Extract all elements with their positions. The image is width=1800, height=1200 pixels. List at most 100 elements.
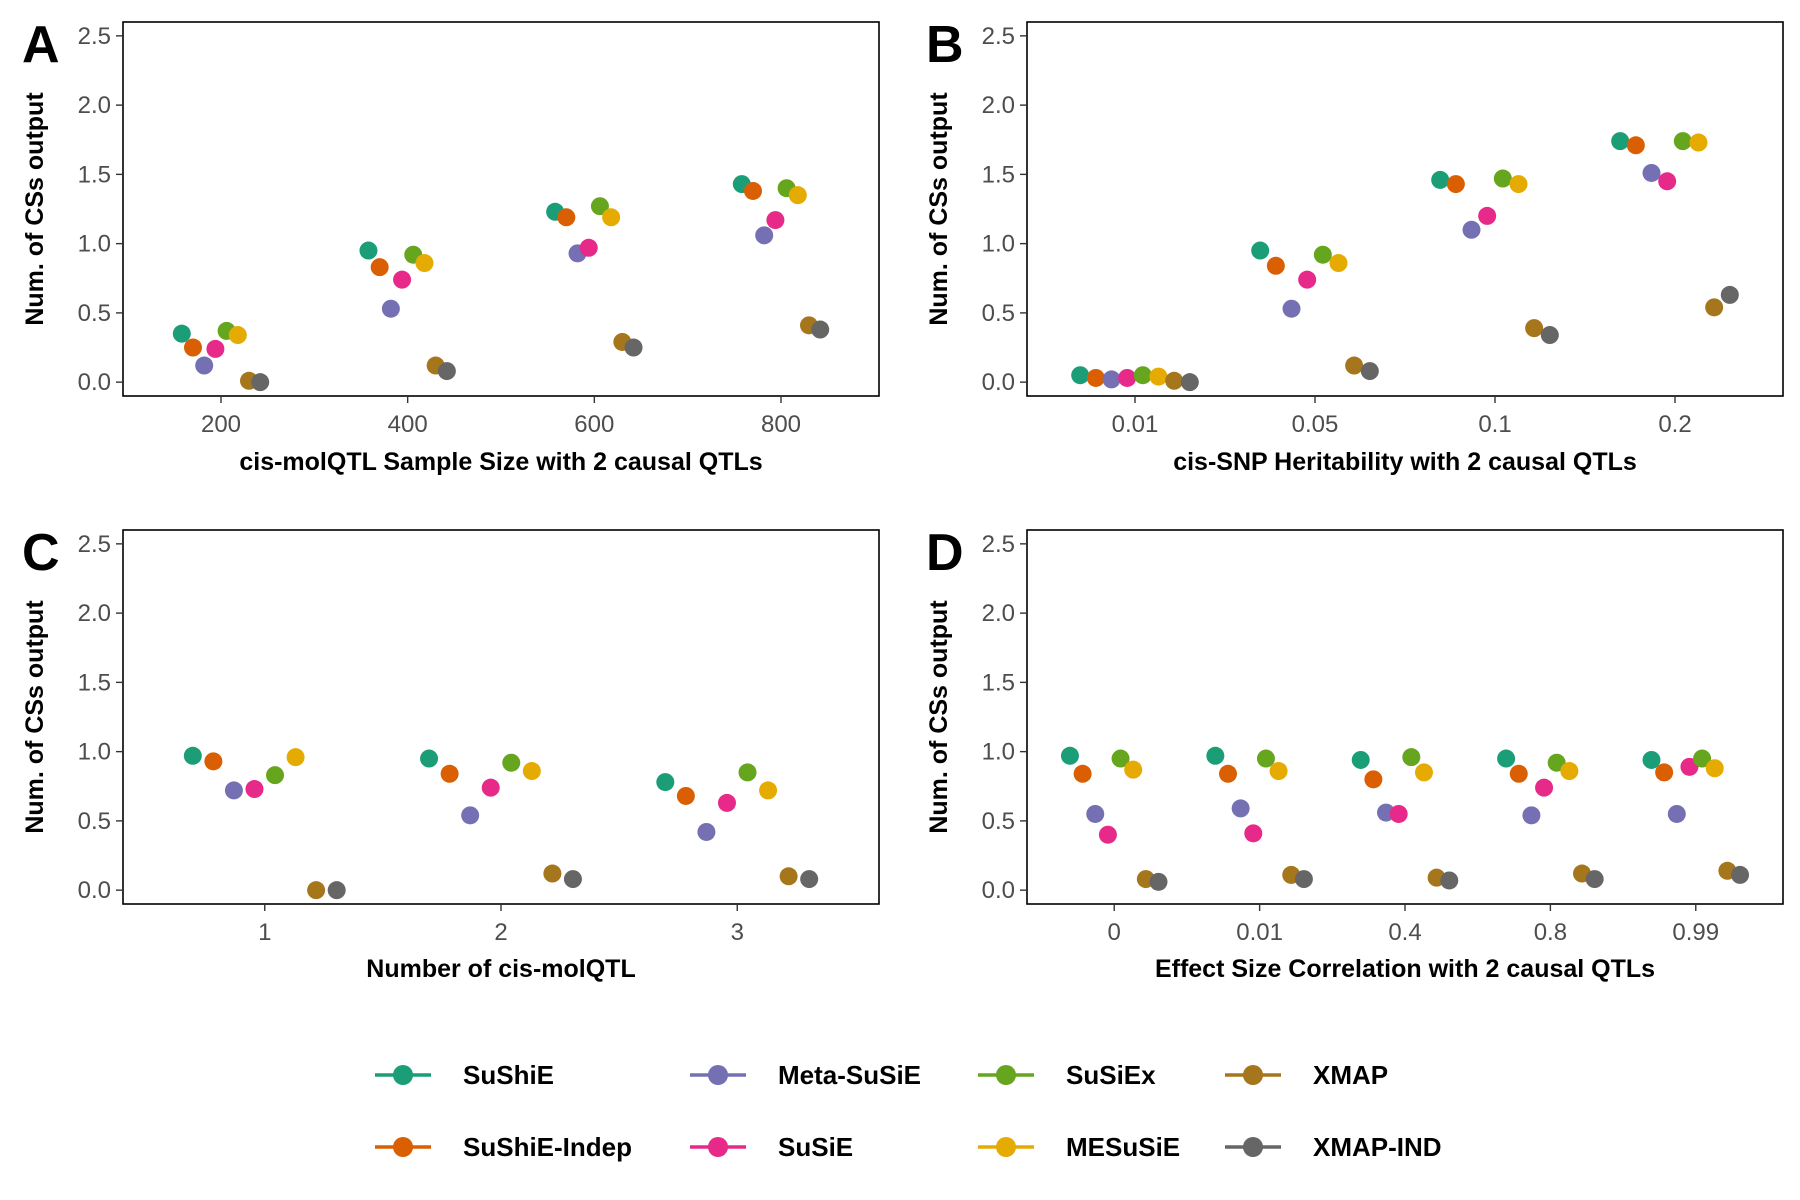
- point-mesusie: [1124, 760, 1143, 779]
- legend-item-xmap: XMAP: [1225, 1060, 1388, 1090]
- point-sushie: [1251, 241, 1270, 260]
- legend-label: SuShiE: [463, 1060, 554, 1090]
- panel-letter: D: [926, 524, 964, 582]
- panel-border: [1026, 21, 1784, 397]
- point-sushie-indep: [1218, 764, 1237, 783]
- point-xmap: [1345, 356, 1364, 375]
- point-sushie: [1071, 366, 1090, 385]
- point-sushie-indep: [440, 764, 459, 783]
- y-tick-label: 0.0: [982, 877, 1015, 904]
- point-meta-susie: [1102, 370, 1121, 389]
- point-susie: [717, 793, 736, 812]
- point-susie: [1118, 368, 1137, 387]
- point-sushie-indep: [1364, 770, 1383, 789]
- point-meta-susie: [1642, 163, 1661, 182]
- point-sushie-indep: [744, 181, 762, 200]
- legend-marker: [708, 1065, 728, 1085]
- y-tick-label: 2.5: [78, 23, 111, 50]
- x-tick-label: 3: [731, 919, 744, 946]
- y-tick-label: 2.0: [982, 600, 1015, 627]
- panel-letter: B: [926, 16, 964, 74]
- point-sushie: [1611, 132, 1630, 151]
- legend: SuShiE SuShiE-Indep Meta-SuSiE SuSiE SuSiEx M…: [375, 1060, 1442, 1162]
- point-xmap-ind: [437, 362, 456, 381]
- point-xmap-ind: [1720, 285, 1739, 304]
- y-axis-title: Num. of CSs output: [925, 600, 953, 834]
- x-tick-label: 0.4: [1388, 919, 1421, 946]
- y-tick-label: 0.0: [78, 369, 111, 396]
- point-xmap-ind: [800, 870, 819, 889]
- y-tick-label: 1.5: [982, 669, 1015, 696]
- y-tick-label: 1.0: [78, 739, 111, 766]
- point-xmap-ind: [327, 881, 346, 900]
- point-xmap-ind: [1180, 373, 1199, 392]
- panel-border: [1026, 529, 1784, 905]
- point-xmap: [543, 864, 562, 883]
- point-xmap-ind: [1585, 870, 1604, 889]
- point-susiex: [1673, 132, 1692, 151]
- point-meta-susie: [1231, 799, 1250, 818]
- point-susiex: [502, 753, 521, 772]
- point-sushie-indep: [184, 338, 202, 357]
- legend-label: SuSiEx: [1066, 1060, 1156, 1090]
- point-meta-susie: [1462, 220, 1481, 239]
- point-susie: [1244, 824, 1263, 843]
- point-susie: [1098, 825, 1117, 844]
- y-tick-label: 1.5: [78, 161, 111, 188]
- legend-marker: [1243, 1065, 1263, 1085]
- legend-marker: [708, 1137, 728, 1157]
- y-tick-label: 2.5: [982, 531, 1015, 558]
- point-xmap-ind: [1440, 871, 1459, 890]
- point-sushie: [1431, 170, 1450, 189]
- legend-marker: [996, 1065, 1016, 1085]
- y-tick-label: 2.0: [78, 600, 111, 627]
- point-xmap-ind: [1731, 865, 1750, 884]
- point-mesusie: [1705, 759, 1724, 778]
- point-susie: [1389, 804, 1408, 823]
- point-sushie-indep: [557, 208, 576, 227]
- x-tick-label: 2: [494, 919, 507, 946]
- point-sushie: [1206, 746, 1225, 765]
- point-xmap-ind: [1294, 870, 1313, 889]
- point-susiex: [1133, 366, 1152, 385]
- point-mesusie: [602, 208, 621, 227]
- point-xmap: [307, 881, 326, 900]
- y-tick-label: 0.5: [78, 300, 111, 327]
- panel-letter: A: [22, 16, 60, 74]
- point-xmap-ind: [1360, 362, 1379, 381]
- y-tick-label: 2.0: [982, 92, 1015, 119]
- point-mesusie: [1560, 762, 1579, 781]
- y-tick-label: 1.5: [78, 669, 111, 696]
- point-sushie-indep: [1086, 368, 1105, 387]
- x-tick-label: 0.8: [1534, 919, 1567, 946]
- panel-border: [122, 21, 880, 397]
- legend-label: SuShiE-Indep: [463, 1132, 632, 1162]
- x-axis-title: cis-molQTL Sample Size with 2 causal QTL…: [239, 448, 762, 476]
- point-meta-susie: [1086, 804, 1105, 823]
- y-tick-label: 2.0: [78, 92, 111, 119]
- point-sushie-indep: [676, 786, 695, 805]
- point-sushie-indep: [1446, 175, 1465, 194]
- x-axis-title: Effect Size Correlation with 2 causal QT…: [1155, 955, 1655, 983]
- point-meta-susie: [195, 356, 214, 375]
- x-tick-label: 1: [258, 919, 271, 946]
- point-xmap: [779, 867, 798, 886]
- panel-border: [122, 529, 880, 905]
- point-susiex: [1693, 749, 1712, 768]
- point-sushie-indep: [1626, 136, 1645, 155]
- panel-d: 0.0 0.5 1.0 1.5 2.0 2.5 0 0.01 0.4 0.8 0.99 Effect …: [925, 524, 1784, 983]
- point-xmap-ind: [251, 373, 270, 392]
- y-tick-label: 1.0: [982, 739, 1015, 766]
- point-susiex: [1313, 245, 1332, 264]
- point-susie: [579, 238, 598, 257]
- y-tick-label: 2.5: [78, 531, 111, 558]
- x-tick-label: 200: [201, 411, 241, 438]
- point-sushie: [1060, 746, 1079, 765]
- point-xmap: [1705, 298, 1724, 317]
- x-tick-label: 600: [574, 411, 614, 438]
- legend-item-susiex: SuSiEx: [978, 1060, 1156, 1090]
- point-sushie-indep: [370, 258, 389, 277]
- point-susiex: [1111, 749, 1130, 768]
- point-xmap-ind: [1540, 326, 1559, 345]
- legend-label: MESuSiE: [1066, 1132, 1180, 1162]
